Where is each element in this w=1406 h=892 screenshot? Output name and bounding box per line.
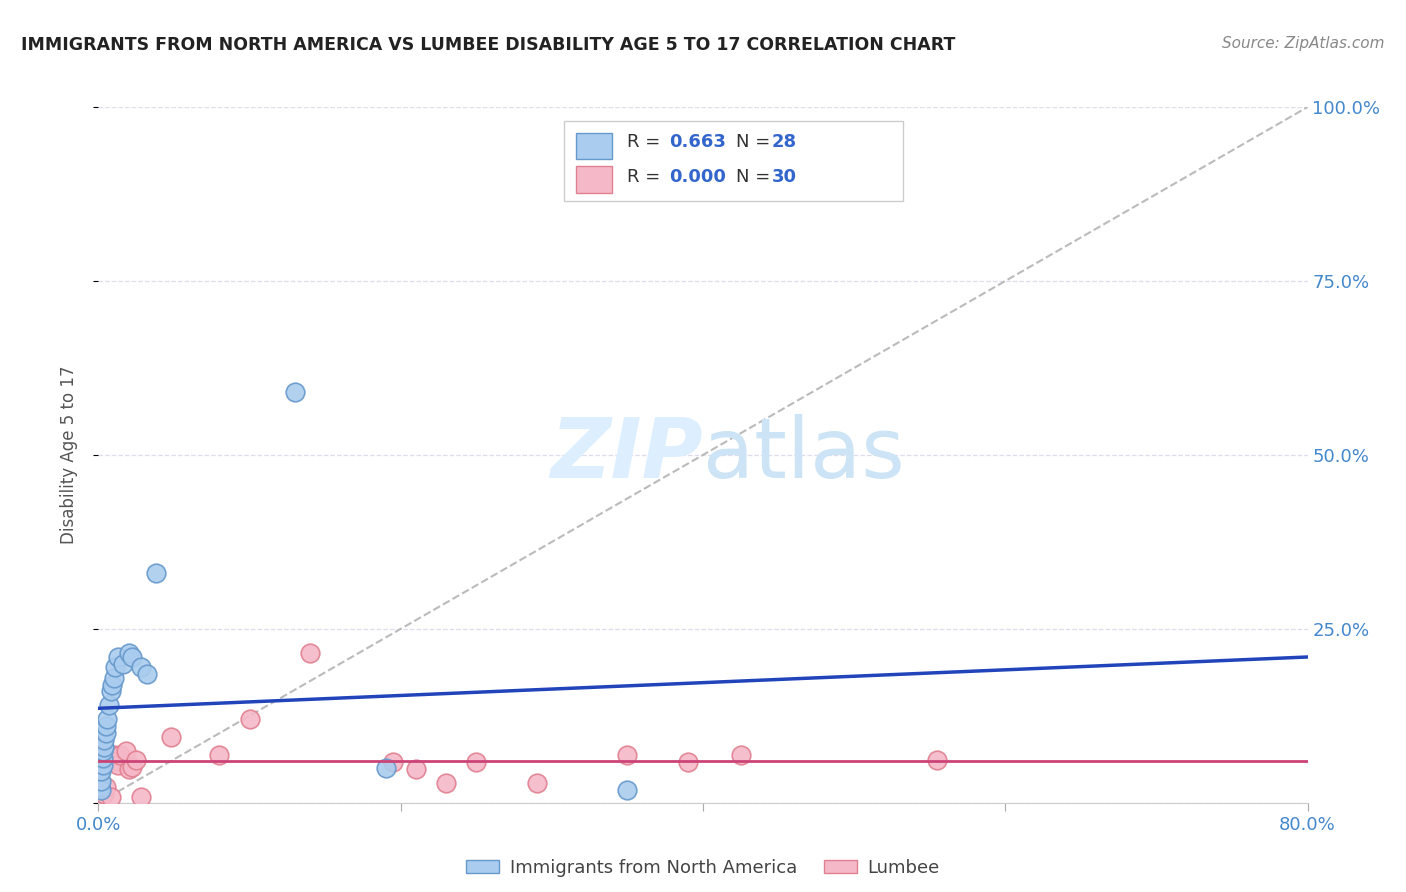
Point <box>93 787 115 801</box>
Point <box>89 776 111 790</box>
Point <box>676 756 699 770</box>
Point <box>526 776 548 790</box>
Point <box>91 741 114 756</box>
Point <box>299 646 322 660</box>
Bar <box>576 133 613 159</box>
Text: atlas: atlas <box>703 415 904 495</box>
Point <box>90 748 112 763</box>
Point <box>94 780 117 795</box>
Point <box>135 667 157 681</box>
Text: IMMIGRANTS FROM NORTH AMERICA VS LUMBEE DISABILITY AGE 5 TO 17 CORRELATION CHART: IMMIGRANTS FROM NORTH AMERICA VS LUMBEE … <box>21 36 956 54</box>
Point <box>93 733 115 747</box>
Point <box>118 646 141 660</box>
Point <box>239 712 262 726</box>
Point <box>616 748 638 763</box>
Point <box>111 657 134 671</box>
Point <box>129 790 152 805</box>
Point <box>90 783 112 797</box>
Point <box>94 726 117 740</box>
Point <box>121 759 143 773</box>
Point <box>101 677 124 691</box>
Legend: Immigrants from North America, Lumbee: Immigrants from North America, Lumbee <box>460 852 946 884</box>
Text: 0.663: 0.663 <box>669 133 725 151</box>
Text: R =: R = <box>627 168 666 186</box>
Point <box>90 756 112 770</box>
Text: 28: 28 <box>772 133 797 151</box>
Point <box>125 753 148 767</box>
Point <box>103 671 125 685</box>
Y-axis label: Disability Age 5 to 17: Disability Age 5 to 17 <box>59 366 77 544</box>
Text: Source: ZipAtlas.com: Source: ZipAtlas.com <box>1222 36 1385 51</box>
Point <box>145 566 167 581</box>
Point <box>94 719 117 733</box>
Text: R =: R = <box>627 133 666 151</box>
Point <box>90 764 112 779</box>
Point <box>100 684 122 698</box>
Point <box>382 756 405 770</box>
Point <box>103 748 125 763</box>
Point <box>129 660 152 674</box>
Point <box>284 385 307 400</box>
Point <box>105 754 128 768</box>
Point <box>89 776 111 790</box>
Text: 0.000: 0.000 <box>669 168 725 186</box>
Point <box>208 748 231 763</box>
Point <box>91 744 114 758</box>
Point <box>374 761 396 775</box>
Point <box>108 748 131 763</box>
Point <box>96 712 118 726</box>
Point <box>434 776 457 790</box>
Text: ZIP: ZIP <box>550 415 703 495</box>
Point <box>93 740 115 755</box>
Text: N =: N = <box>735 168 776 186</box>
Point <box>107 757 129 772</box>
FancyBboxPatch shape <box>564 121 903 201</box>
Point <box>160 730 183 744</box>
Point <box>100 790 122 805</box>
Point <box>89 763 111 777</box>
Point <box>89 780 111 795</box>
Point <box>118 763 141 777</box>
Text: N =: N = <box>735 133 776 151</box>
Point <box>616 783 638 797</box>
Point <box>405 763 427 777</box>
Point <box>104 660 127 674</box>
Point <box>107 649 129 664</box>
Point <box>730 748 752 763</box>
Point <box>465 756 488 770</box>
Text: 30: 30 <box>772 168 797 186</box>
Point <box>114 744 136 758</box>
Point <box>927 753 949 767</box>
Point <box>121 649 143 664</box>
Point <box>90 773 112 788</box>
Point <box>91 750 114 764</box>
Point <box>91 757 114 772</box>
Bar <box>576 166 613 193</box>
Point <box>98 698 121 713</box>
